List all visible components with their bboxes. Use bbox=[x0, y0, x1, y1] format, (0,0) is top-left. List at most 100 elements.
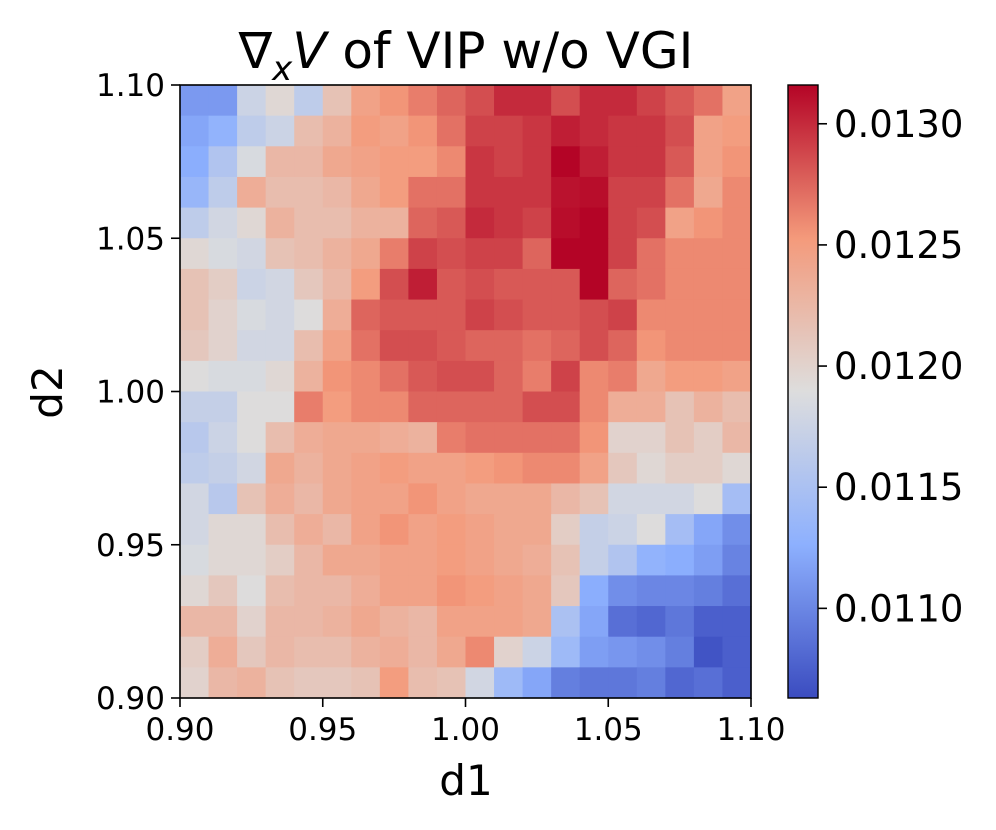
heatmap-cell bbox=[351, 176, 381, 209]
heatmap-cell bbox=[722, 176, 752, 209]
colorbar-tick-label: 0.0120 bbox=[834, 345, 963, 388]
heatmap-cell bbox=[322, 483, 352, 515]
heatmap-cell bbox=[322, 146, 352, 178]
heatmap-cell bbox=[579, 146, 609, 178]
heatmap-cell bbox=[579, 207, 609, 239]
heatmap-cell bbox=[265, 360, 295, 393]
heatmap-cell bbox=[665, 483, 695, 515]
heatmap-cell bbox=[436, 483, 467, 515]
heatmap-cell bbox=[636, 422, 666, 454]
heatmap-cell bbox=[693, 360, 724, 393]
heatmap-cell bbox=[379, 544, 409, 576]
heatmap-cell bbox=[322, 268, 352, 301]
heatmap-cell bbox=[436, 575, 467, 607]
heatmap-cell bbox=[408, 146, 438, 178]
heatmap-cell bbox=[522, 636, 552, 668]
heatmap-cell bbox=[693, 452, 724, 485]
heatmap-cell bbox=[408, 115, 438, 147]
y-tick-label: 1.00 bbox=[96, 375, 165, 411]
heatmap-cell bbox=[237, 268, 267, 301]
heatmap-cell bbox=[636, 606, 666, 638]
heatmap-cell bbox=[180, 330, 210, 362]
heatmap-cell bbox=[294, 85, 324, 117]
heatmap-cell bbox=[465, 360, 495, 393]
heatmap-cell bbox=[208, 146, 238, 178]
heatmap-cell bbox=[579, 391, 609, 423]
heatmap-cell bbox=[636, 544, 666, 576]
heatmap-cell bbox=[693, 667, 724, 699]
heatmap-cell bbox=[636, 575, 666, 607]
heatmap-cell bbox=[180, 268, 210, 301]
heatmap-cell bbox=[351, 483, 381, 515]
heatmap-cell bbox=[608, 360, 638, 393]
heatmap-cell bbox=[693, 85, 724, 117]
heatmap-cell bbox=[237, 238, 267, 270]
heatmap-cell bbox=[636, 391, 666, 423]
heatmap-cell bbox=[522, 667, 552, 699]
heatmap-cell bbox=[636, 636, 666, 668]
heatmap-cell bbox=[494, 207, 524, 239]
heatmap-cell bbox=[522, 330, 552, 362]
heatmap-cell bbox=[351, 360, 381, 393]
heatmap-cell bbox=[351, 667, 381, 699]
heatmap-cell bbox=[722, 575, 752, 607]
heatmap-cell bbox=[465, 85, 495, 117]
heatmap-cell bbox=[180, 636, 210, 668]
heatmap-cell bbox=[322, 85, 352, 117]
heatmap-cell bbox=[208, 268, 238, 301]
heatmap-cell bbox=[665, 146, 695, 178]
heatmap-cell bbox=[465, 146, 495, 178]
heatmap-cell bbox=[579, 667, 609, 699]
heatmap-cell bbox=[665, 238, 695, 270]
heatmap-cell bbox=[436, 207, 467, 239]
heatmap-cell bbox=[180, 207, 210, 239]
heatmap-cell bbox=[522, 268, 552, 301]
heatmap-cell bbox=[693, 330, 724, 362]
heatmap-cell bbox=[408, 483, 438, 515]
heatmap-cell bbox=[208, 667, 238, 699]
heatmap-cell bbox=[322, 514, 352, 546]
heatmap-cell bbox=[408, 575, 438, 607]
heatmap-cell bbox=[494, 299, 524, 331]
heatmap-cell bbox=[665, 85, 695, 117]
heatmap-cell bbox=[465, 299, 495, 331]
heatmap-cell bbox=[522, 115, 552, 147]
heatmap-cell bbox=[522, 391, 552, 423]
heatmap-cell bbox=[351, 544, 381, 576]
heatmap-cell bbox=[208, 207, 238, 239]
heatmap-cell bbox=[693, 422, 724, 454]
heatmap-cell bbox=[436, 268, 467, 301]
heatmap-cell bbox=[294, 391, 324, 423]
heatmap-cell bbox=[265, 115, 295, 147]
heatmap-cell bbox=[180, 667, 210, 699]
heatmap-cell bbox=[522, 299, 552, 331]
heatmap-cell bbox=[351, 330, 381, 362]
heatmap-cell bbox=[608, 514, 638, 546]
x-tick-label: 1.00 bbox=[431, 712, 500, 748]
heatmap-cell bbox=[693, 268, 724, 301]
heatmap-cell bbox=[237, 606, 267, 638]
heatmap-cell bbox=[294, 606, 324, 638]
heatmap-cell bbox=[237, 575, 267, 607]
heatmap-cell bbox=[208, 575, 238, 607]
heatmap-cell bbox=[208, 299, 238, 331]
heatmap-cell bbox=[408, 360, 438, 393]
heatmap-cell bbox=[722, 115, 752, 147]
heatmap-cell bbox=[665, 115, 695, 147]
heatmap-cell bbox=[208, 636, 238, 668]
heatmap-cell bbox=[322, 422, 352, 454]
heatmap-cell bbox=[579, 422, 609, 454]
heatmap-cell bbox=[665, 360, 695, 393]
heatmap-cell bbox=[693, 207, 724, 239]
heatmap-cell bbox=[494, 238, 524, 270]
heatmap-cell bbox=[693, 544, 724, 576]
heatmap-cell bbox=[237, 85, 267, 117]
heatmap-cell bbox=[665, 667, 695, 699]
heatmap-cell bbox=[436, 667, 467, 699]
title-variable: V bbox=[292, 22, 330, 80]
heatmap-cell bbox=[237, 360, 267, 393]
heatmap-cell bbox=[636, 115, 666, 147]
heatmap-cell bbox=[693, 606, 724, 638]
heatmap-cell bbox=[722, 238, 752, 270]
heatmap-cell bbox=[322, 391, 352, 423]
